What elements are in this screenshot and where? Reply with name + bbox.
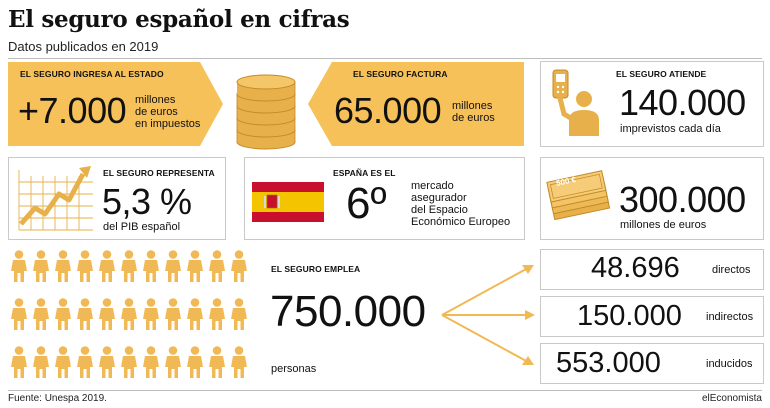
emplea-value: 750.000	[270, 287, 426, 336]
breakdown-value: 553.000	[556, 347, 661, 379]
representa-unit: del PIB español	[103, 221, 181, 233]
ingresa-unit-line: millones	[135, 94, 176, 106]
breakdown-label: indirectos	[706, 311, 754, 323]
factura-unit: millones de euros	[452, 100, 495, 124]
factura-label: EL SEGURO FACTURA	[353, 69, 448, 79]
atiende-unit: imprevistos cada día	[620, 123, 721, 135]
growth-chart-icon	[18, 166, 93, 231]
espana-desc-line: del Espacio	[411, 204, 468, 216]
breakdown-label: inducidos	[706, 358, 753, 370]
source-note: Fuente: Unespa 2019.	[8, 393, 107, 404]
billetes-value: 300.000	[619, 179, 746, 220]
people-row-3	[11, 346, 247, 378]
representa-label: EL SEGURO REPRESENTA	[103, 168, 215, 178]
atiende-value: 140.000	[619, 82, 746, 123]
brand-logo: elEconomista	[701, 393, 762, 404]
factura-arrow-panel	[308, 62, 524, 146]
breakdown-label: directos	[712, 264, 751, 276]
representa-box	[8, 157, 226, 240]
ingresa-label: EL SEGURO INGRESA AL ESTADO	[20, 69, 164, 79]
factura-unit-line: millones	[452, 100, 493, 112]
coin-stack-icon	[236, 74, 296, 150]
ingresa-arrow-panel	[8, 62, 223, 146]
ingresa-unit-line: en impuestos	[135, 118, 201, 130]
breakdown-value: 48.696	[591, 252, 680, 284]
ingresa-value: +7.000	[18, 90, 127, 131]
breakdown-box-directos	[540, 249, 764, 290]
factura-unit-line: de euros	[452, 112, 495, 124]
emplea-label: EL SEGURO EMPLEA	[271, 264, 361, 274]
emplea-unit: personas	[271, 363, 317, 375]
page-subtitle: Datos publicados en 2019	[8, 39, 159, 54]
espana-value: 6º	[346, 179, 387, 228]
billetes-unit: millones de euros	[620, 219, 707, 231]
ingresa-unit: millones de euros en impuestos	[135, 94, 200, 130]
espana-label: ESPAÑA ES EL	[333, 168, 396, 178]
factura-value: 65.000	[334, 90, 442, 131]
atiende-label: EL SEGURO ATIENDE	[616, 69, 707, 79]
phone-caller-icon	[552, 69, 599, 136]
breakdown-box-indirectos	[540, 296, 764, 337]
page-title: El seguro español en cifras	[8, 6, 350, 33]
breakdown-box-inducidos	[540, 343, 764, 384]
people-row-2	[11, 298, 247, 330]
people-row-1	[11, 250, 247, 282]
representa-value: 5,3 %	[102, 181, 192, 222]
breakdown-arrows	[441, 265, 535, 365]
footer-divider	[8, 390, 762, 391]
espana-desc: mercado asegurador del Espacio Económico…	[411, 180, 510, 228]
people-grid-icon	[11, 250, 247, 378]
breakdown-value: 150.000	[577, 300, 682, 332]
ingresa-unit-line: de euros	[135, 106, 178, 118]
header-divider	[8, 58, 762, 59]
espana-desc-line: mercado	[411, 180, 454, 192]
spain-flag-icon	[252, 182, 324, 222]
espana-desc-line: Económico Europeo	[411, 216, 511, 228]
espana-desc-line: asegurador	[411, 192, 467, 204]
banknotes-icon	[546, 170, 611, 220]
